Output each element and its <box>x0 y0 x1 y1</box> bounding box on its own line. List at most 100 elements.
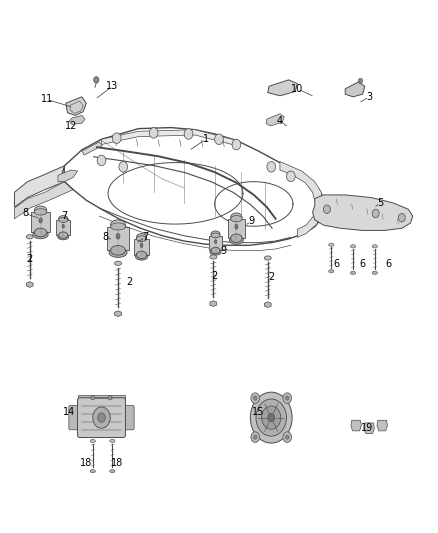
Ellipse shape <box>58 233 69 240</box>
Text: 4: 4 <box>277 116 283 126</box>
Text: 6: 6 <box>333 259 339 269</box>
Text: 10: 10 <box>291 84 304 94</box>
Polygon shape <box>102 130 237 146</box>
Circle shape <box>398 214 405 222</box>
Ellipse shape <box>59 217 68 222</box>
Ellipse shape <box>350 271 356 274</box>
Circle shape <box>286 396 289 400</box>
Ellipse shape <box>210 255 217 259</box>
Polygon shape <box>364 423 374 433</box>
Ellipse shape <box>115 261 121 265</box>
Circle shape <box>286 171 295 182</box>
Polygon shape <box>208 236 223 251</box>
Text: 18: 18 <box>111 458 123 467</box>
Polygon shape <box>58 170 78 182</box>
Text: 6: 6 <box>360 259 366 269</box>
Text: 8: 8 <box>22 208 28 219</box>
Ellipse shape <box>110 439 115 442</box>
Ellipse shape <box>211 247 220 254</box>
Ellipse shape <box>111 246 125 255</box>
Polygon shape <box>56 220 70 235</box>
Circle shape <box>232 139 241 150</box>
Polygon shape <box>313 195 413 230</box>
Polygon shape <box>266 114 284 126</box>
Circle shape <box>94 77 99 83</box>
Circle shape <box>267 161 276 172</box>
Ellipse shape <box>109 248 127 257</box>
Ellipse shape <box>350 245 356 248</box>
Ellipse shape <box>137 236 147 241</box>
Text: 12: 12 <box>65 121 77 131</box>
Text: 7: 7 <box>61 211 67 221</box>
Polygon shape <box>26 281 33 287</box>
Ellipse shape <box>328 243 334 246</box>
Ellipse shape <box>116 233 120 239</box>
Polygon shape <box>14 166 64 207</box>
Circle shape <box>286 435 289 439</box>
Circle shape <box>113 133 121 143</box>
Circle shape <box>251 392 292 443</box>
Polygon shape <box>377 420 388 431</box>
Ellipse shape <box>231 215 242 222</box>
Ellipse shape <box>230 236 244 244</box>
Text: 3: 3 <box>366 92 372 102</box>
Circle shape <box>323 205 330 214</box>
Polygon shape <box>134 239 149 255</box>
FancyBboxPatch shape <box>122 406 134 430</box>
Circle shape <box>283 432 292 442</box>
Ellipse shape <box>34 228 47 237</box>
Polygon shape <box>210 301 217 306</box>
FancyBboxPatch shape <box>78 398 125 438</box>
Text: 2: 2 <box>268 272 274 282</box>
Polygon shape <box>115 311 121 317</box>
Polygon shape <box>228 219 245 238</box>
Ellipse shape <box>90 470 95 473</box>
Text: 9: 9 <box>220 246 226 256</box>
Circle shape <box>93 407 110 428</box>
Text: 2: 2 <box>27 254 33 263</box>
Circle shape <box>149 127 158 138</box>
Text: 9: 9 <box>249 216 255 227</box>
Ellipse shape <box>137 251 147 259</box>
Text: 11: 11 <box>41 94 53 104</box>
Circle shape <box>91 395 95 400</box>
Text: 14: 14 <box>63 407 75 417</box>
Circle shape <box>261 406 281 429</box>
Circle shape <box>98 413 106 422</box>
Circle shape <box>215 134 223 144</box>
Circle shape <box>119 161 127 172</box>
Ellipse shape <box>264 256 271 260</box>
Circle shape <box>251 393 260 403</box>
Ellipse shape <box>135 253 148 260</box>
Ellipse shape <box>34 209 47 215</box>
Ellipse shape <box>235 224 238 229</box>
Circle shape <box>372 209 379 217</box>
Ellipse shape <box>231 234 242 243</box>
Ellipse shape <box>211 231 220 237</box>
Polygon shape <box>14 182 73 219</box>
Ellipse shape <box>39 218 42 223</box>
Circle shape <box>109 395 112 400</box>
Polygon shape <box>345 82 365 97</box>
Polygon shape <box>78 395 125 400</box>
Text: 5: 5 <box>377 198 383 208</box>
Text: 2: 2 <box>212 271 218 280</box>
Ellipse shape <box>328 270 334 273</box>
Text: 1: 1 <box>203 134 209 144</box>
Polygon shape <box>82 142 102 155</box>
Circle shape <box>254 396 257 400</box>
Ellipse shape <box>214 240 217 244</box>
Circle shape <box>97 155 106 166</box>
Ellipse shape <box>26 235 33 239</box>
Ellipse shape <box>33 230 48 239</box>
Polygon shape <box>107 227 129 251</box>
Text: 6: 6 <box>386 259 392 269</box>
Polygon shape <box>351 420 361 431</box>
Polygon shape <box>280 161 323 237</box>
Ellipse shape <box>211 233 220 238</box>
Ellipse shape <box>210 249 221 255</box>
Text: 15: 15 <box>252 407 265 417</box>
Circle shape <box>254 435 257 439</box>
Ellipse shape <box>110 470 115 473</box>
Circle shape <box>358 78 363 84</box>
